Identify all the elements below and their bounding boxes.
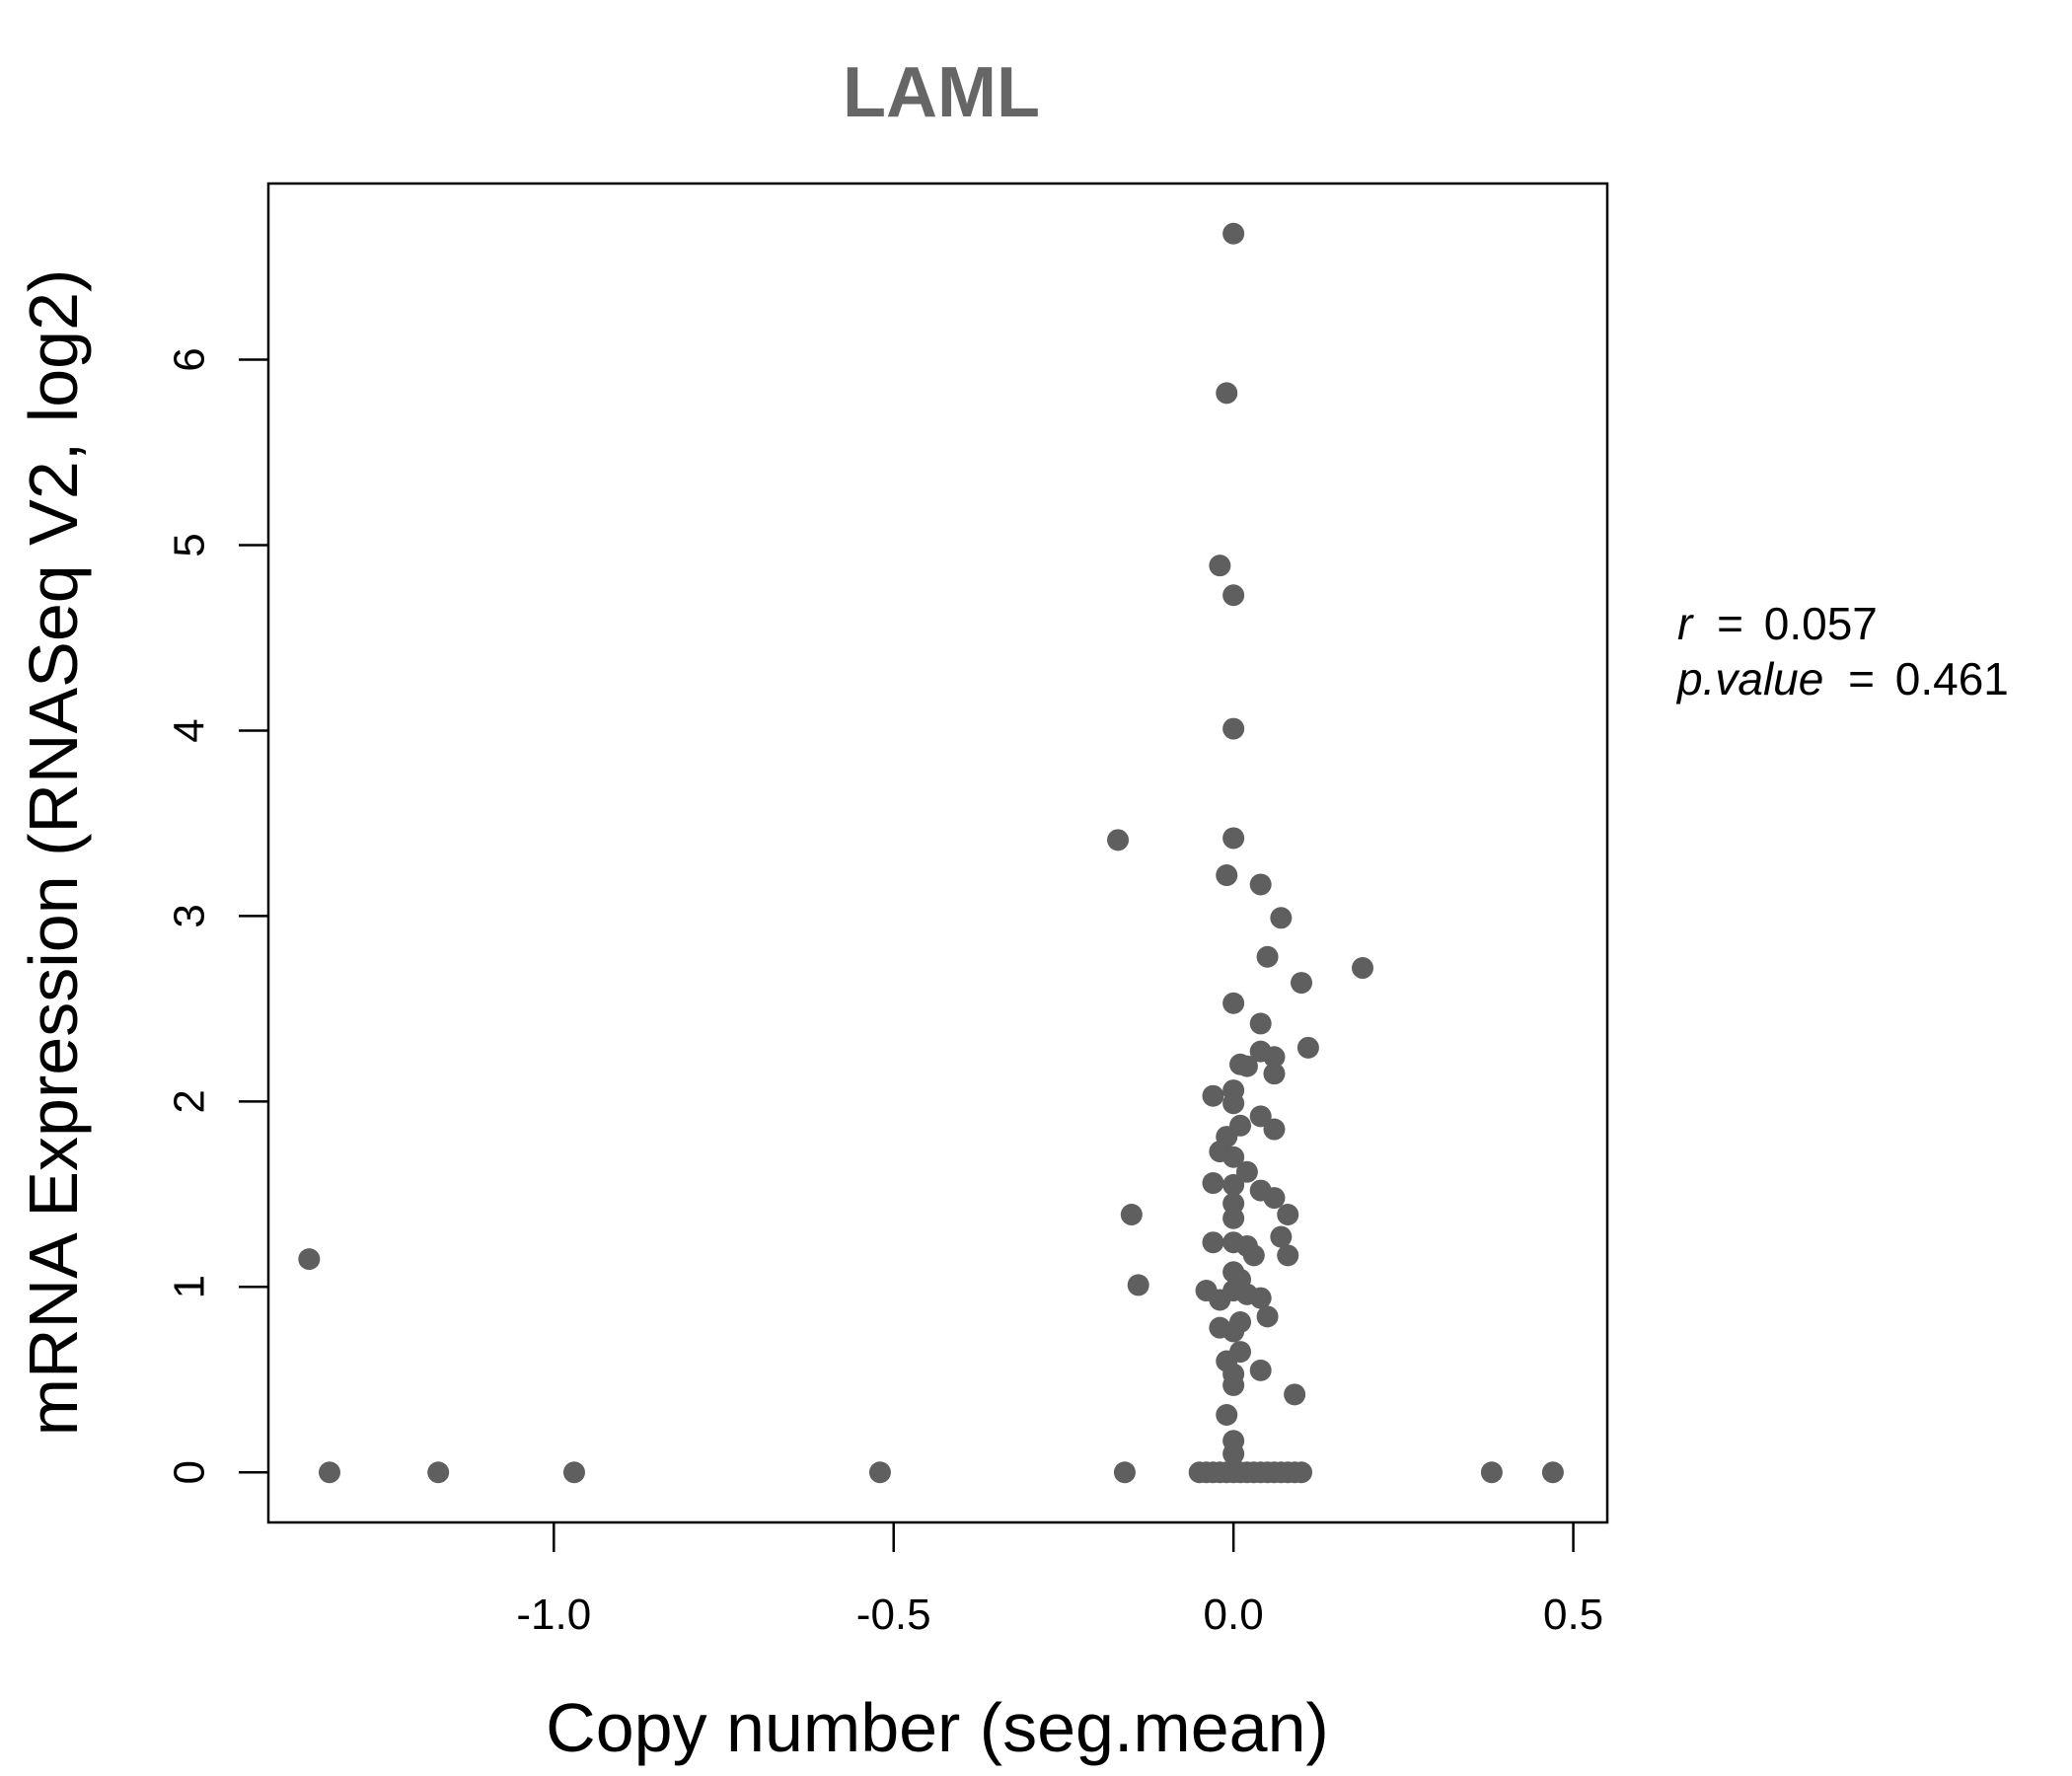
x-tick-label: -0.5 xyxy=(856,1591,931,1639)
data-point xyxy=(1291,972,1313,995)
data-point xyxy=(1127,1274,1149,1296)
data-point xyxy=(1222,1443,1245,1465)
data-point xyxy=(1256,1305,1279,1328)
r-label: r xyxy=(1677,598,1694,649)
data-point xyxy=(1235,1160,1258,1183)
plot-frame xyxy=(266,182,1609,1524)
data-point xyxy=(1249,1287,1272,1309)
data-point xyxy=(868,1461,891,1484)
correlation-annotation: r = 0.057 xyxy=(1677,598,1878,649)
data-point xyxy=(1222,717,1245,740)
data-point xyxy=(1222,1173,1245,1196)
data-point xyxy=(1296,1036,1319,1059)
data-point xyxy=(1222,584,1245,607)
data-point xyxy=(1216,382,1238,405)
data-point xyxy=(1209,1289,1231,1311)
data-point xyxy=(1222,1192,1245,1215)
data-point xyxy=(1202,1084,1224,1107)
data-point xyxy=(1235,1055,1258,1077)
data-point xyxy=(1270,907,1293,929)
data-point xyxy=(1263,1187,1286,1210)
data-point xyxy=(1120,1204,1143,1226)
data-point xyxy=(1209,555,1231,577)
y-tick-label: 0 xyxy=(166,1460,214,1484)
data-point xyxy=(1263,1118,1286,1141)
data-point xyxy=(1249,1359,1272,1381)
data-point xyxy=(1222,222,1245,245)
x-axis-title: Copy number (seg.mean) xyxy=(546,1689,1329,1766)
data-point xyxy=(1249,873,1272,896)
r-value: 0.057 xyxy=(1764,598,1878,649)
chart-title: LAML xyxy=(843,53,1040,132)
data-point xyxy=(1480,1461,1503,1484)
data-point xyxy=(318,1461,340,1484)
y-tick-label: 4 xyxy=(166,718,214,742)
data-point xyxy=(1222,1320,1245,1343)
data-point xyxy=(427,1461,450,1484)
p-value: 0.461 xyxy=(1895,653,2009,704)
x-tick-label: 0.5 xyxy=(1543,1591,1603,1639)
data-point xyxy=(1291,1461,1313,1484)
data-point xyxy=(298,1248,321,1271)
data-point xyxy=(1202,1231,1224,1254)
y-axis-title: mRNA Expression (RNASeq V2, log2) xyxy=(15,269,92,1437)
data-point xyxy=(1352,957,1374,980)
data-point xyxy=(562,1461,585,1484)
x-axis: -1.0 -0.5 0.0 0.5 xyxy=(516,1522,1603,1639)
data-point xyxy=(1277,1244,1299,1267)
x-tick-label: -1.0 xyxy=(516,1591,591,1639)
y-tick-label: 3 xyxy=(166,904,214,927)
data-point xyxy=(1216,864,1238,887)
data-point xyxy=(1222,1373,1245,1396)
data-point xyxy=(1216,1403,1238,1426)
data-point xyxy=(1222,1146,1245,1168)
p-label: p.value xyxy=(1675,653,1823,704)
y-tick-label: 6 xyxy=(166,347,214,371)
data-point xyxy=(1107,829,1130,851)
data-point xyxy=(1242,1244,1265,1267)
data-point xyxy=(1222,1092,1245,1115)
data-point xyxy=(1263,1063,1286,1085)
data-point xyxy=(1249,1012,1272,1035)
data-point xyxy=(1541,1461,1564,1484)
data-point xyxy=(1222,992,1245,1014)
y-axis: 0 1 2 3 4 5 6 xyxy=(166,347,268,1484)
data-points xyxy=(298,222,1564,1484)
data-point xyxy=(1202,1172,1224,1195)
data-point xyxy=(1222,1207,1245,1229)
y-tick-label: 5 xyxy=(166,533,214,556)
data-point xyxy=(1222,827,1245,850)
data-point xyxy=(1277,1204,1299,1226)
y-tick-label: 1 xyxy=(166,1275,214,1298)
data-point xyxy=(1284,1383,1306,1406)
data-point xyxy=(1256,945,1279,968)
p-value-annotation: p.value = 0.461 xyxy=(1675,653,2009,704)
x-tick-label: 0.0 xyxy=(1204,1591,1264,1639)
data-point xyxy=(1270,1225,1293,1248)
y-tick-label: 2 xyxy=(166,1089,214,1113)
data-point xyxy=(1249,1105,1272,1128)
data-point xyxy=(1263,1046,1286,1069)
data-point xyxy=(1113,1461,1136,1484)
